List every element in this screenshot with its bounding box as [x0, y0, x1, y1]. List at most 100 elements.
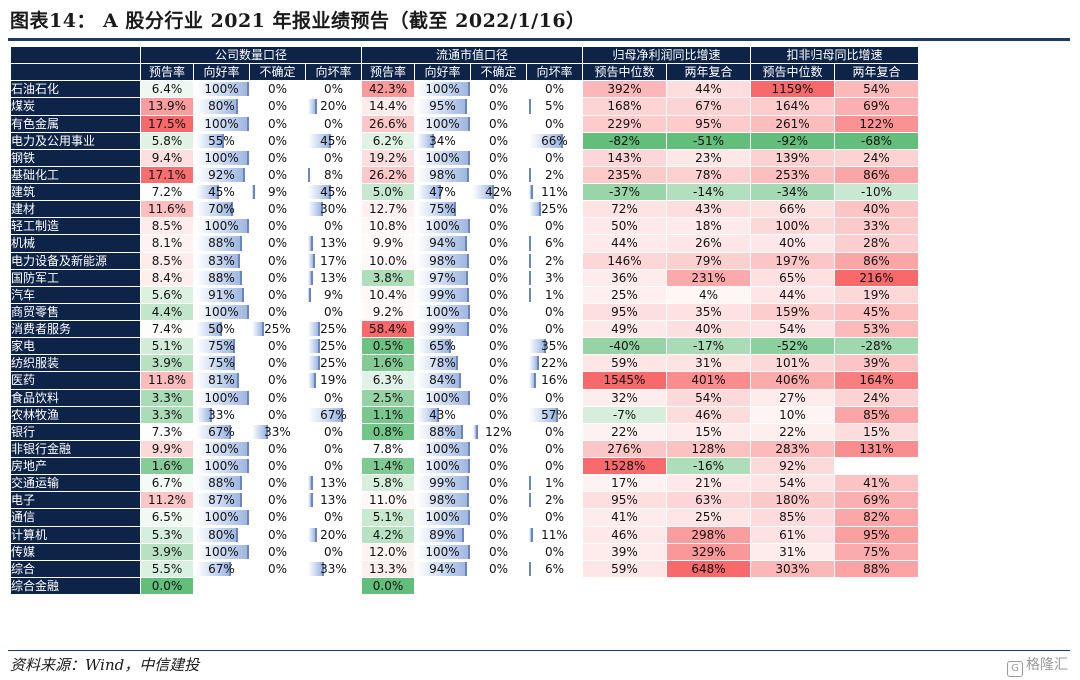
- bar-cell-value: 0%: [267, 356, 288, 371]
- bar-cell: 0%: [250, 475, 305, 492]
- bar-cell-value: 0%: [488, 339, 509, 354]
- value-cell: 8.1%: [141, 235, 193, 252]
- bar-cell-value: 0%: [488, 99, 509, 114]
- value-cell: 95%: [667, 115, 750, 132]
- bar-cell: 100%: [415, 149, 470, 166]
- bar-cell-value: 65%: [429, 339, 456, 354]
- data-bar: [196, 544, 249, 559]
- data-bar: [473, 424, 478, 439]
- bar-cell: [194, 577, 249, 594]
- bar-cell: 75%: [415, 201, 470, 218]
- value-cell: 101%: [751, 355, 834, 372]
- bar-cell: 0%: [306, 303, 361, 320]
- value-cell: 146%: [583, 252, 666, 269]
- bar-cell-value: 0%: [267, 544, 288, 559]
- value-cell: -16%: [667, 458, 750, 475]
- bar-cell: 1%: [527, 286, 582, 303]
- data-bar: [529, 99, 531, 114]
- value-cell: [835, 458, 918, 475]
- table-row: 国防军工 8.4% 88% 0% 13% 3.8% 97% 0% 3% 36% 231% 65% 216…: [11, 269, 918, 286]
- bar-cell-value: 70%: [208, 202, 235, 217]
- bar-cell-value: 9%: [323, 287, 344, 302]
- data-bar: [308, 99, 317, 114]
- industry-name: 综合金融: [11, 577, 140, 594]
- bar-cell: 0%: [306, 458, 361, 475]
- bar-cell-value: 0%: [488, 270, 509, 285]
- value-cell: 14.4%: [362, 98, 414, 115]
- value-cell: 26.2%: [362, 166, 414, 183]
- bar-cell: 98%: [415, 166, 470, 183]
- value-cell: 53%: [835, 321, 918, 338]
- data-bar: [417, 99, 468, 114]
- data-bar: [196, 185, 219, 200]
- value-cell: -51%: [667, 132, 750, 149]
- value-cell: 54%: [751, 321, 834, 338]
- bar-cell: 0%: [471, 321, 526, 338]
- value-cell: 0.0%: [141, 577, 193, 594]
- data-bar: [196, 373, 239, 388]
- value-cell: 0.8%: [362, 423, 414, 440]
- data-bar: [196, 150, 249, 165]
- bar-cell: 3%: [527, 269, 582, 286]
- bar-cell: 100%: [415, 509, 470, 526]
- bar-cell-value: 45%: [208, 185, 235, 200]
- industry-name: 石油石化: [11, 81, 140, 98]
- bar-cell: 25%: [306, 355, 361, 372]
- bar-cell-value: 0%: [323, 82, 344, 97]
- data-bar: [196, 253, 240, 268]
- bar-cell-value: 8%: [323, 167, 344, 182]
- bar-cell-value: 0%: [488, 133, 509, 148]
- bar-cell-value: 0%: [267, 99, 288, 114]
- bar-cell-value: 0%: [323, 390, 344, 405]
- bar-cell-value: 2%: [544, 253, 565, 268]
- industry-name: 交通运输: [11, 475, 140, 492]
- bar-cell-value: 0%: [488, 202, 509, 217]
- bar-cell-value: 5%: [544, 99, 565, 114]
- bar-cell-value: 66%: [541, 133, 568, 148]
- value-cell: 3.3%: [141, 406, 193, 423]
- bar-cell: 16%: [527, 372, 582, 389]
- group-header-net-profit-growth: 归母净利润同比增速: [583, 47, 750, 64]
- bar-cell: 99%: [415, 321, 470, 338]
- industry-name: 食品饮料: [11, 389, 140, 406]
- bar-cell-value: 0%: [267, 407, 288, 422]
- bar-cell: 0%: [250, 543, 305, 560]
- table-row: 电力设备及新能源 8.5% 83% 0% 17% 10.0% 98% 0% 2% 146% 79% 1…: [11, 252, 918, 269]
- value-cell: 229%: [583, 115, 666, 132]
- bar-cell-value: 0%: [544, 544, 565, 559]
- bar-cell: 20%: [306, 526, 361, 543]
- bar-cell: 65%: [415, 338, 470, 355]
- bar-cell-value: 35%: [541, 339, 568, 354]
- data-bar: [308, 253, 316, 268]
- data-bar: [417, 202, 457, 217]
- data-bar: [417, 390, 470, 405]
- bar-cell-value: 33%: [208, 407, 235, 422]
- bar-cell-value: 100%: [204, 390, 239, 405]
- value-cell: 406%: [751, 372, 834, 389]
- data-bar: [529, 236, 531, 251]
- bar-cell-value: 0%: [544, 459, 565, 474]
- value-cell: 235%: [583, 166, 666, 183]
- bar-cell: 5%: [527, 98, 582, 115]
- bar-cell: 84%: [415, 372, 470, 389]
- bar-cell: 100%: [415, 218, 470, 235]
- table-row: 有色金属 17.5% 100% 0% 0% 26.6% 100% 0% 0% 229% 95% 261…: [11, 115, 918, 132]
- value-cell: 4.4%: [141, 303, 193, 320]
- bar-cell: 0%: [471, 338, 526, 355]
- value-cell: 0.5%: [362, 338, 414, 355]
- bar-cell-value: 11%: [541, 527, 568, 542]
- data-bar: [196, 82, 249, 97]
- bar-cell: 100%: [194, 458, 249, 475]
- table-row: 综合金融 0.0% 0.0%: [11, 577, 918, 594]
- value-cell: 128%: [667, 440, 750, 457]
- industry-name: 电子: [11, 492, 140, 509]
- data-bar: [417, 373, 462, 388]
- value-cell: 8.4%: [141, 269, 193, 286]
- bar-cell: 0%: [471, 372, 526, 389]
- bar-cell: 0%: [250, 303, 305, 320]
- data-bar: [196, 527, 238, 542]
- bar-cell: 67%: [194, 560, 249, 577]
- bar-cell-value: 30%: [320, 202, 347, 217]
- bar-cell: 8%: [306, 166, 361, 183]
- bar-cell-value: 0%: [488, 390, 509, 405]
